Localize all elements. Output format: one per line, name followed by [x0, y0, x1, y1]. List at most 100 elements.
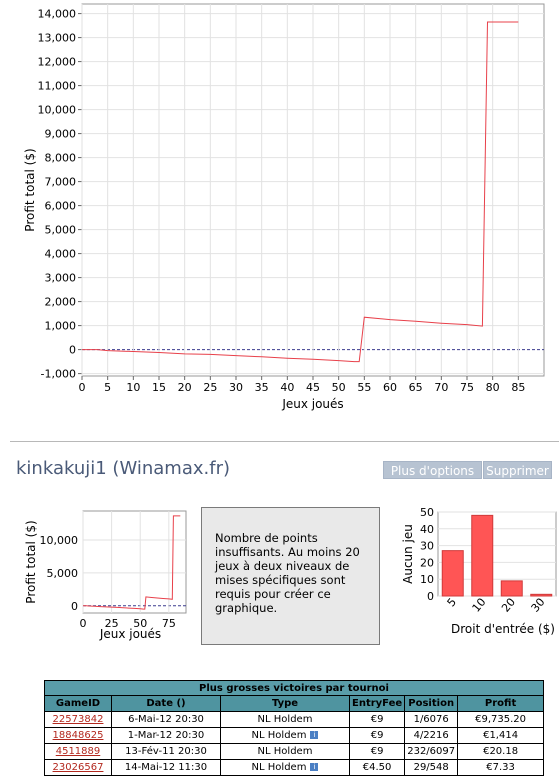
y-tick-label: 4,000 [45, 248, 77, 261]
section-divider [10, 441, 559, 442]
table-row: 23026567 14-Mai-12 11:30 NL Holdem i €4.50 29… [44, 759, 544, 776]
x-tick-label: 85 [511, 381, 525, 394]
entry-fee-cell: €9 [348, 711, 406, 728]
col-header-gameid[interactable]: GameID [44, 695, 112, 712]
x-tick-label: 30 [529, 596, 548, 615]
y-tick-label: 13,000 [38, 32, 77, 45]
y-tick-label: 11,000 [38, 80, 77, 93]
entry-fee-cell: €9 [348, 743, 406, 760]
y-tick-label: 0 [71, 600, 78, 613]
y-tick-label: 5,000 [47, 567, 79, 580]
x-tick-label: 10 [470, 596, 489, 615]
x-tick-label: 0 [80, 617, 87, 630]
type-cell: NL Holdem [220, 743, 350, 760]
bar-30 [530, 593, 553, 597]
date-cell: 6-Mai-12 20:30 [111, 711, 221, 728]
position-cell: 29/548 [404, 759, 459, 776]
x-tick-label: 45 [306, 381, 320, 394]
x-tick-label: 75 [162, 617, 176, 630]
y-tick-label: 8,000 [45, 152, 77, 165]
y-tick-label: 3,000 [45, 272, 77, 285]
y-tick-label: 14,000 [38, 8, 77, 21]
y-tick-label: -1,000 [41, 368, 76, 381]
x-tick-label: 30 [229, 381, 243, 394]
game-id-link[interactable]: 18848625 [44, 727, 112, 744]
x-tick-label: 75 [460, 381, 474, 394]
profit-cell: €20.18 [457, 743, 544, 760]
col-header-date[interactable]: Date () [111, 695, 221, 712]
y-tick-label: 2,000 [45, 296, 77, 309]
bar-10 [471, 514, 494, 597]
profit-cell: €9,735.20 [457, 711, 544, 728]
position-cell: 1/6076 [404, 711, 459, 728]
x-tick-label: 20 [499, 596, 518, 615]
table-row: 18848625 1-Mar-12 20:30 NL Holdem i €9 4/2216… [44, 727, 544, 744]
col-header-type[interactable]: Type [220, 695, 350, 712]
y-tick-label: 10,000 [40, 534, 79, 547]
date-cell: 1-Mar-12 20:30 [111, 727, 221, 744]
game-id-link[interactable]: 22573842 [44, 711, 112, 728]
position-cell: 4/2216 [404, 727, 459, 744]
delete-button[interactable]: Supprimer [483, 461, 552, 479]
x-tick-label: 20 [178, 381, 192, 394]
type-label: NL Holdem [251, 730, 307, 741]
x-tick-label: 50 [133, 617, 147, 630]
profit-series-line [82, 21, 519, 363]
date-cell: 14-Mai-12 11:30 [111, 759, 221, 776]
y-tick-label: 10,000 [38, 104, 77, 117]
y-tick-label: 10 [420, 573, 434, 586]
type-cell: NL Holdem i [220, 727, 350, 744]
x-tick-label: 35 [255, 381, 269, 394]
col-header-entryfee[interactable]: EntryFee [348, 695, 406, 712]
entry-fee-cell: €9 [348, 727, 406, 744]
y-tick-label: 1,000 [45, 320, 77, 333]
type-cell: NL Holdem i [220, 759, 350, 776]
x-tick-label: 60 [383, 381, 397, 394]
y-tick-label: 5,000 [45, 224, 77, 237]
x-tick-label: 5 [104, 381, 111, 394]
y-tick-label: 12,000 [38, 56, 77, 69]
type-cell: NL Holdem [220, 711, 350, 728]
table-row: 22573842 6-Mai-12 20:30 NL Holdem €9 1/6076 €… [44, 711, 544, 728]
y-tick-label: 0 [69, 344, 76, 357]
x-axis-label: Jeux joués [99, 627, 161, 641]
info-icon[interactable]: i [310, 731, 319, 739]
game-id-link[interactable]: 4511889 [44, 743, 112, 760]
buyin-bar-chart: 0 10 20 30 40 50 5 10 20 30 Droit d'entrée ($) Aucu… [401, 506, 557, 636]
x-tick-label: 50 [332, 381, 346, 394]
x-tick-label: 25 [203, 381, 217, 394]
y-axis-label: Aucun jeu [401, 524, 415, 584]
mini-profit-series-line [83, 515, 181, 610]
game-id-link[interactable]: 23026567 [44, 759, 112, 776]
x-tick-label: 0 [79, 381, 86, 394]
x-tick-label: 65 [409, 381, 423, 394]
more-options-button[interactable]: Plus d'options [383, 461, 482, 479]
x-tick-label: 80 [486, 381, 500, 394]
y-tick-label: 7,000 [45, 176, 77, 189]
y-tick-label: 6,000 [45, 200, 77, 213]
y-tick-label: 50 [420, 506, 434, 519]
player-title: kinkakuji1 (Winamax.fr) [16, 458, 230, 479]
x-tick-label: 15 [152, 381, 166, 394]
bar-5 [441, 550, 464, 597]
date-cell: 13-Fév-11 20:30 [111, 743, 221, 760]
col-header-position[interactable]: Position [404, 695, 459, 712]
profit-line-chart: -1,00001,0002,0003,0004,0005,0006,0007,0… [23, 3, 545, 411]
bar-20 [500, 580, 523, 597]
y-tick-label: 30 [420, 540, 434, 553]
type-label: NL Holdem [257, 714, 313, 725]
x-tick-label: 70 [434, 381, 448, 394]
y-axis-label: Profit total ($) [23, 148, 37, 231]
info-icon[interactable]: i [310, 763, 319, 771]
x-axis-label: Jeux joués [281, 397, 343, 411]
x-tick-label: 55 [357, 381, 371, 394]
col-header-profit[interactable]: Profit [457, 695, 544, 712]
x-tick-label: 25 [105, 617, 119, 630]
table-row: 4511889 13-Fév-11 20:30 NL Holdem €9 232/609… [44, 743, 544, 760]
y-tick-label: 0 [427, 590, 434, 603]
y-tick-label: 20 [420, 556, 434, 569]
profit-cell: €1,414 [457, 727, 544, 744]
insufficient-data-message: Nombre de points insuffisants. Au moins … [201, 507, 380, 645]
x-tick-label: 5 [445, 596, 459, 610]
